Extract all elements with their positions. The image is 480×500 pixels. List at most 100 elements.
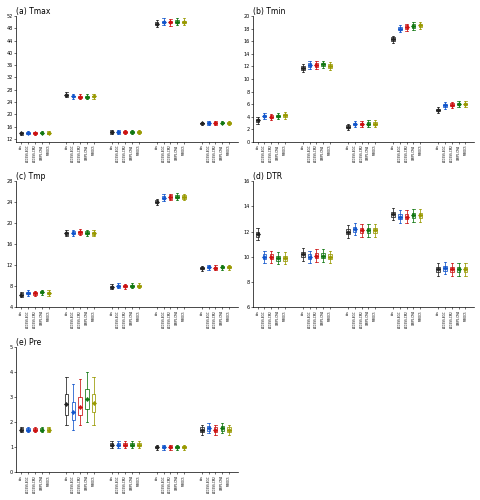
Bar bbox=[283, 114, 286, 116]
Bar bbox=[33, 428, 36, 431]
Bar bbox=[168, 21, 172, 24]
Bar bbox=[168, 446, 172, 448]
Bar bbox=[109, 286, 113, 288]
Bar bbox=[372, 228, 376, 233]
Bar bbox=[117, 444, 120, 446]
Bar bbox=[33, 132, 36, 134]
Bar bbox=[443, 266, 446, 270]
Bar bbox=[78, 397, 82, 414]
Bar bbox=[283, 256, 286, 260]
Bar bbox=[327, 64, 331, 68]
Bar bbox=[321, 253, 324, 258]
Bar bbox=[78, 96, 82, 98]
Bar bbox=[182, 20, 185, 23]
Bar bbox=[65, 394, 68, 414]
Text: (d) DTR: (d) DTR bbox=[252, 172, 281, 181]
Bar bbox=[161, 446, 165, 448]
Bar bbox=[137, 284, 140, 286]
Bar bbox=[123, 444, 127, 446]
Bar bbox=[92, 96, 95, 98]
Bar bbox=[213, 122, 217, 124]
Text: (b) Tmin: (b) Tmin bbox=[252, 7, 285, 16]
Bar bbox=[72, 96, 75, 98]
Text: (a) Tmax: (a) Tmax bbox=[16, 7, 51, 16]
Bar bbox=[327, 254, 331, 260]
Bar bbox=[175, 195, 179, 198]
Bar bbox=[220, 426, 224, 431]
Bar bbox=[418, 213, 421, 218]
Bar bbox=[40, 132, 43, 134]
Bar bbox=[300, 252, 304, 257]
Bar bbox=[372, 122, 376, 125]
Bar bbox=[213, 267, 217, 269]
Bar bbox=[269, 254, 273, 260]
Bar bbox=[449, 104, 453, 106]
Bar bbox=[182, 446, 185, 448]
Bar bbox=[397, 214, 401, 219]
Bar bbox=[200, 427, 203, 432]
Bar bbox=[404, 214, 408, 219]
Bar bbox=[262, 115, 265, 117]
Bar bbox=[321, 62, 324, 66]
Bar bbox=[26, 428, 30, 431]
Bar bbox=[307, 254, 311, 260]
Bar bbox=[346, 126, 349, 128]
Bar bbox=[220, 122, 224, 124]
Bar bbox=[47, 428, 50, 431]
Bar bbox=[366, 228, 369, 233]
Bar bbox=[435, 108, 439, 111]
Bar bbox=[463, 103, 466, 106]
Bar bbox=[123, 131, 127, 133]
Bar bbox=[391, 212, 394, 216]
Bar bbox=[359, 228, 362, 233]
Bar bbox=[85, 231, 88, 234]
Bar bbox=[155, 22, 158, 25]
Bar bbox=[435, 267, 439, 272]
Bar bbox=[200, 122, 203, 124]
Bar bbox=[206, 122, 210, 124]
Bar bbox=[307, 63, 311, 67]
Bar bbox=[175, 446, 179, 448]
Bar bbox=[47, 132, 50, 134]
Bar bbox=[314, 253, 317, 258]
Bar bbox=[255, 119, 259, 122]
Bar bbox=[255, 232, 259, 236]
Bar bbox=[137, 131, 140, 132]
Bar bbox=[213, 427, 217, 432]
Bar bbox=[33, 292, 36, 294]
Bar bbox=[130, 444, 133, 446]
Bar bbox=[314, 63, 317, 67]
Bar bbox=[26, 292, 30, 294]
Bar bbox=[227, 122, 230, 124]
Bar bbox=[463, 267, 466, 272]
Bar bbox=[456, 103, 459, 106]
Bar bbox=[269, 116, 273, 118]
Bar bbox=[262, 254, 265, 260]
Bar bbox=[276, 256, 279, 260]
Bar bbox=[117, 284, 120, 286]
Bar bbox=[161, 196, 165, 199]
Bar bbox=[411, 213, 414, 218]
Bar bbox=[85, 390, 88, 409]
Bar bbox=[85, 96, 88, 98]
Bar bbox=[346, 229, 349, 234]
Bar bbox=[206, 426, 210, 431]
Bar bbox=[300, 66, 304, 70]
Bar bbox=[391, 38, 394, 41]
Bar bbox=[78, 230, 82, 234]
Bar bbox=[65, 232, 68, 235]
Bar bbox=[397, 26, 401, 30]
Bar bbox=[200, 268, 203, 270]
Bar bbox=[359, 123, 362, 126]
Bar bbox=[168, 196, 172, 198]
Bar bbox=[276, 115, 279, 117]
Bar bbox=[130, 284, 133, 286]
Bar bbox=[65, 94, 68, 96]
Bar bbox=[206, 266, 210, 268]
Bar bbox=[92, 394, 95, 412]
Bar bbox=[109, 444, 113, 446]
Bar bbox=[404, 26, 408, 29]
Bar bbox=[72, 402, 75, 419]
Bar bbox=[40, 428, 43, 431]
Bar bbox=[20, 132, 23, 134]
